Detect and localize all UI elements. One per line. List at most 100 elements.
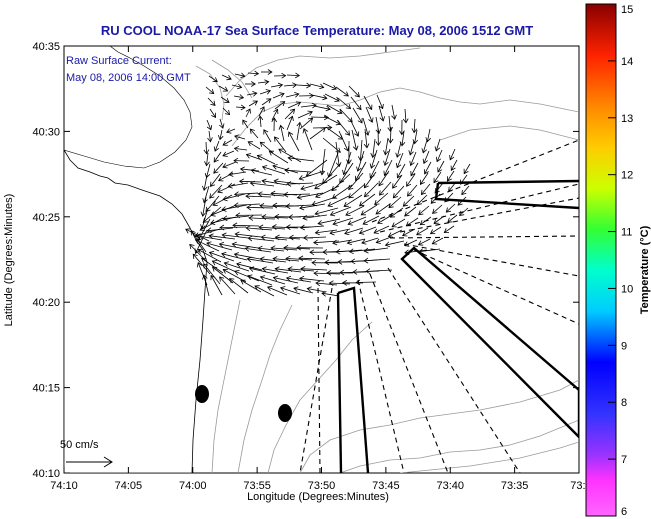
current-vector-head xyxy=(346,239,353,246)
current-vector-head xyxy=(367,104,373,111)
current-vector-head xyxy=(377,219,383,224)
current-vector xyxy=(248,217,276,220)
current-vector-head xyxy=(392,183,398,189)
current-vector xyxy=(433,171,442,183)
current-vector-head xyxy=(307,117,314,123)
current-vector xyxy=(298,257,326,260)
current-vector-head xyxy=(418,248,424,255)
current-vector xyxy=(288,131,300,152)
current-vector-head xyxy=(416,200,422,206)
current-vector-head xyxy=(261,266,267,272)
current-vector-head xyxy=(279,92,285,98)
current-vector xyxy=(208,130,211,142)
current-vector xyxy=(192,253,211,275)
current-vector xyxy=(350,96,362,110)
current-vector-head xyxy=(444,197,450,203)
current-vector xyxy=(396,152,404,168)
current-vector xyxy=(322,82,337,90)
current-vector xyxy=(247,275,273,286)
current-vector-head xyxy=(423,169,429,175)
current-vector-head xyxy=(217,134,224,141)
current-vector xyxy=(260,276,286,285)
current-vector xyxy=(262,268,289,274)
current-vector-head xyxy=(258,224,264,231)
current-vector-head xyxy=(463,168,469,175)
current-vector xyxy=(437,160,445,173)
current-vector-head xyxy=(354,92,360,98)
current-vector xyxy=(299,170,325,180)
current-vector-head xyxy=(407,191,413,197)
x-axis: 74:10 74:05 74:00 73:55 73:50 73:45 73:40 73:35… xyxy=(50,46,592,492)
current-vector xyxy=(311,94,327,99)
current-vector-head xyxy=(448,186,454,192)
current-vector-head xyxy=(202,198,208,204)
current-vector xyxy=(234,148,248,151)
current-vector-head xyxy=(339,269,345,276)
current-vector-head xyxy=(384,241,391,248)
current-vector-head xyxy=(242,119,248,125)
current-vector-head xyxy=(457,200,463,206)
current-vector-head xyxy=(292,82,298,89)
current-vector-head xyxy=(246,256,252,263)
current-vector-head xyxy=(354,131,360,137)
current-vector xyxy=(349,118,359,137)
current-vector xyxy=(205,141,207,154)
current-vector xyxy=(245,248,272,253)
current-vector-head xyxy=(219,123,225,129)
current-vector-head xyxy=(389,212,396,218)
current-vector-head xyxy=(197,248,203,254)
current-vector-head xyxy=(420,189,427,196)
current-vector-head xyxy=(213,146,220,152)
current-vector-head xyxy=(185,228,191,234)
x-tick-label: 74:10 xyxy=(50,480,78,492)
current-vector xyxy=(222,139,233,146)
current-vector-head xyxy=(388,202,394,209)
current-vector-head xyxy=(213,157,219,163)
current-vector xyxy=(384,159,393,176)
current-vector-head xyxy=(263,129,269,135)
current-vector-head xyxy=(374,199,380,206)
current-vector xyxy=(240,168,260,172)
current-vector xyxy=(262,180,288,186)
current-vector-head xyxy=(246,204,252,211)
current-vector-head xyxy=(245,108,251,114)
current-vector-head xyxy=(218,176,224,182)
current-vector-head xyxy=(311,259,317,266)
current-vector xyxy=(240,279,262,293)
current-vector-head xyxy=(211,112,217,119)
current-vector xyxy=(407,184,418,197)
current-vector-head xyxy=(409,160,415,167)
current-vector xyxy=(307,288,327,293)
current-vector-head xyxy=(433,218,439,224)
current-vector-head xyxy=(233,252,239,258)
current-vector-head xyxy=(459,210,465,217)
current-vector-head xyxy=(277,82,284,89)
current-vector xyxy=(418,238,431,246)
current-vector xyxy=(397,163,406,178)
current-vector-head xyxy=(387,138,394,144)
current-vector xyxy=(208,75,218,83)
current-vector-head xyxy=(323,114,330,121)
current-vector xyxy=(262,166,286,175)
current-vector-head xyxy=(445,207,451,213)
current-vector-head xyxy=(223,261,230,267)
current-vector-head xyxy=(358,229,365,235)
current-vector-head xyxy=(403,241,410,247)
current-vector-head xyxy=(430,198,436,204)
current-vector-head xyxy=(357,118,363,124)
current-vector xyxy=(234,203,261,206)
current-vector-head xyxy=(392,193,399,199)
current-vector xyxy=(246,207,274,209)
current-vector-head xyxy=(346,159,352,165)
current-vector xyxy=(364,182,379,197)
current-vector xyxy=(275,236,301,240)
current-vector-head xyxy=(412,139,419,145)
current-vector xyxy=(330,206,352,216)
current-vector-head xyxy=(322,94,328,101)
current-vector-head xyxy=(239,166,245,173)
current-vector-head xyxy=(194,238,201,245)
current-vector xyxy=(283,247,311,250)
current-vector xyxy=(209,235,236,240)
current-vector xyxy=(285,258,313,261)
current-vector-head xyxy=(416,230,422,236)
